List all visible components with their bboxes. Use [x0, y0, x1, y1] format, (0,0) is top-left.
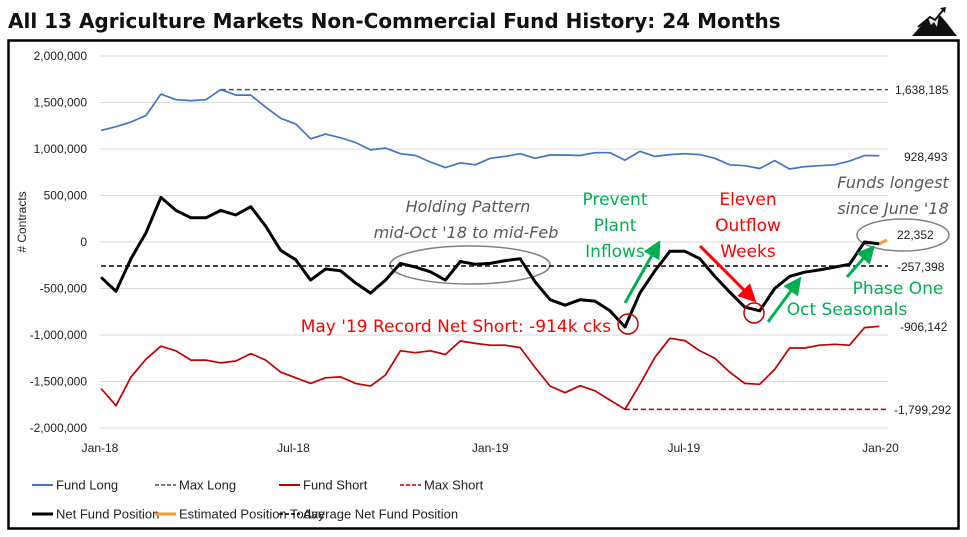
y-tick-label: 0	[80, 235, 87, 249]
y-axis-ticks: 2,000,000 1,500,000 1,000,000 500,000 0 -500,…	[30, 49, 88, 435]
prevent-line1: Prevent	[583, 190, 648, 210]
series-line-estimated-position	[878, 238, 888, 246]
legend-label: Average Net Fund Position	[303, 507, 458, 522]
holding-pattern-ellipse	[389, 245, 551, 285]
fund-long-end-label: 928,493	[904, 150, 948, 164]
holding-pattern-line2: mid-Oct '18 to mid-Feb	[374, 223, 559, 242]
y-tick-label: -1,000,000	[30, 328, 88, 342]
y-tick-label: -2,000,000	[30, 421, 88, 435]
legend-label: Fund Long	[56, 478, 118, 493]
series-lines	[100, 88, 888, 411]
legend-item: Max Short	[400, 478, 484, 493]
series-line-net-fund-position	[100, 195, 880, 329]
eleven-line3: Weeks	[720, 242, 776, 262]
chart-frame	[7, 39, 960, 530]
outflow-low-circle	[743, 302, 765, 324]
series-line-fund-short	[100, 325, 880, 411]
y-tick-label: 2,000,000	[34, 49, 88, 63]
reference-lines	[101, 88, 888, 411]
record-short-circle	[617, 313, 639, 335]
legend-item: Net Fund Position	[32, 507, 159, 522]
x-tick-label: Jul-18	[277, 441, 310, 455]
series-line-fund-long	[100, 88, 880, 170]
legend-label: Max Long	[179, 478, 236, 493]
inflows-arrow-icon	[623, 240, 661, 304]
avg-net-label: -257,398	[897, 260, 945, 274]
y-tick-label: -500,000	[40, 282, 88, 296]
legend-item: Estimated Position Today	[155, 507, 325, 522]
legend-item: Max Long	[155, 478, 236, 493]
phase-one-arrow-icon	[845, 245, 875, 278]
record-short-label: May '19 Record Net Short: -914k cks	[301, 317, 611, 337]
mountain-arrow-icon	[912, 7, 957, 36]
gridlines	[100, 55, 888, 429]
max-long-label: 1,638,185	[895, 83, 949, 97]
y-tick-label: 1,500,000	[34, 96, 88, 110]
outflow-arrow-icon	[698, 244, 757, 303]
oct-seasonals-label: Oct Seasonals	[787, 300, 908, 320]
end-labels: 1,638,185 928,493 22,352 -257,398 -906,1…	[894, 83, 952, 417]
prevent-line3: Inflows	[585, 242, 645, 262]
y-tick-label: -1,500,000	[30, 375, 88, 389]
net-end-label: 22,352	[897, 228, 934, 242]
legend-item: Fund Long	[32, 478, 118, 493]
funds-longest-ellipse	[856, 218, 950, 252]
eleven-line2: Outflow	[715, 216, 781, 236]
y-axis-label: # Contracts	[15, 191, 29, 252]
legend-item: Average Net Fund Position	[279, 507, 458, 522]
oct-seasonals-arrow-icon	[766, 276, 802, 323]
legend-label: Net Fund Position	[56, 507, 159, 522]
y-tick-label: 1,000,000	[34, 142, 88, 156]
annotation-shapes	[389, 218, 950, 285]
funds-longest-line2: since June '18	[837, 199, 948, 218]
legend: Fund Long Max Long Fund Short Max Short Net …	[32, 478, 484, 522]
x-axis-ticks: Jan-18 Jul-18 Jan-19 Jul-19 Jan-20	[82, 441, 900, 455]
x-tick-label: Jul-19	[667, 441, 700, 455]
legend-label: Fund Short	[303, 478, 368, 493]
x-tick-label: Jan-19	[472, 441, 509, 455]
legend-label: Max Short	[424, 478, 484, 493]
annotations: Holding Pattern mid-Oct '18 to mid-Feb P…	[301, 173, 950, 337]
max-short-label: -1,799,292	[894, 403, 952, 417]
prevent-line2: Plant	[594, 216, 637, 236]
y-tick-label: 500,000	[44, 189, 88, 203]
holding-pattern-line1: Holding Pattern	[406, 197, 531, 216]
legend-label: Estimated Position Today	[179, 507, 325, 522]
phase-one-label: Phase One	[853, 279, 944, 299]
chart-title: All 13 Agriculture Markets Non-Commercia…	[8, 9, 781, 33]
legend-item: Fund Short	[279, 478, 368, 493]
eleven-line1: Eleven	[719, 190, 776, 210]
funds-longest-line1: Funds longest	[837, 173, 949, 192]
x-tick-label: Jan-18	[82, 441, 119, 455]
fund-short-end-label: -906,142	[900, 320, 948, 334]
x-tick-label: Jan-20	[862, 441, 899, 455]
